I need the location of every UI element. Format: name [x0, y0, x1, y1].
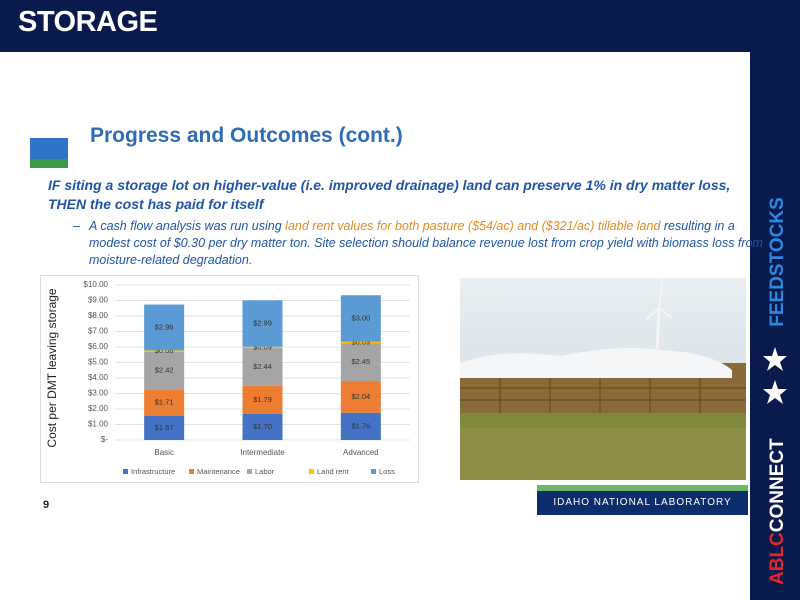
legend-label: Land rent [317, 467, 350, 476]
legend-swatch [189, 469, 194, 474]
value-label: $1.57 [155, 423, 174, 432]
value-label: $2.42 [155, 365, 174, 374]
value-label: $2.44 [253, 362, 272, 371]
x-tick-label: Intermediate [240, 448, 285, 457]
photo [460, 278, 746, 480]
y-tick-label: $4.00 [88, 373, 109, 382]
value-label: $2.45 [351, 357, 370, 366]
sidebar-text: FEEDSTOCKS ABLCCONNECT [763, 197, 788, 585]
value-label: $2.04 [351, 392, 370, 401]
x-tick-label: Advanced [343, 448, 379, 457]
bar-segment [340, 412, 381, 440]
bar-segment [144, 415, 185, 440]
bar-segment [242, 346, 283, 349]
y-tick-label: $- [101, 435, 108, 444]
y-tick-label: $1.00 [88, 420, 109, 429]
legend-label: Infrastructure [131, 467, 175, 476]
value-label: $1.76 [351, 421, 370, 430]
bar-segment [242, 300, 283, 347]
value-label: $0.09 [253, 342, 272, 351]
bar-segment [242, 348, 283, 386]
y-axis-title: Cost per DMT leaving storage [45, 288, 59, 448]
legend-label: Maintenance [197, 467, 240, 476]
bar-segment [340, 341, 381, 344]
value-label: $2.96 [155, 322, 174, 331]
legend-swatch [309, 469, 314, 474]
header-title: STORAGE [18, 6, 158, 38]
bar-segment [144, 351, 185, 390]
lead-text: IF siting a storage lot on higher-value … [48, 177, 731, 212]
header-band [0, 0, 750, 52]
y-tick-label: $2.00 [88, 404, 109, 413]
bar-segment [144, 350, 185, 352]
brand-a: ABLC [767, 532, 788, 585]
bullet-text: A cash flow analysis was run using [89, 219, 282, 233]
value-label: $2.99 [253, 319, 272, 328]
y-tick-label: $6.00 [88, 342, 109, 351]
footer-band [537, 485, 748, 515]
bar-segment [340, 343, 381, 382]
legend-label: Loss [379, 467, 395, 476]
y-tick-label: $8.00 [88, 311, 109, 320]
star [763, 347, 787, 371]
value-label: $1.79 [253, 395, 272, 404]
star [763, 380, 787, 404]
title-square [30, 138, 68, 168]
legend-label: Labor [255, 467, 275, 476]
legend-swatch [371, 469, 376, 474]
legend-swatch [123, 469, 128, 474]
x-tick-label: Basic [154, 448, 174, 457]
value-label: $3.00 [351, 313, 370, 322]
y-tick-label: $5.00 [88, 358, 109, 367]
section-label: FEEDSTOCKS [767, 197, 788, 327]
bar-segment [340, 381, 381, 413]
bar-segment [242, 385, 283, 414]
slide-title: Progress and Outcomes (cont.) [90, 124, 403, 147]
bullet-highlight: land rent values for both pasture ($54/a… [285, 219, 661, 233]
y-tick-label: $9.00 [88, 296, 109, 305]
value-label: $0.08 [155, 346, 174, 355]
legend-swatch [247, 469, 252, 474]
bullet: A cash flow analysis was run using land … [73, 218, 764, 269]
bar-segment [144, 304, 185, 351]
footer-label: IDAHO NATIONAL LABORATORY [553, 497, 732, 508]
sidebar [750, 0, 800, 600]
brand: ABLCCONNECT [767, 438, 788, 585]
bar-segment [144, 389, 185, 416]
bar-segment [340, 295, 381, 342]
y-tick-label: $7.00 [88, 327, 109, 336]
brand-b: CONNECT [767, 438, 788, 532]
bullet-text: resulting in a modest cost of $0.30 per … [89, 219, 763, 267]
value-label: $0.09 [351, 337, 370, 346]
value-label: $1.70 [253, 422, 272, 431]
y-tick-label: $3.00 [88, 389, 109, 398]
value-label: $1.71 [155, 397, 174, 406]
page-number: 9 [43, 499, 50, 511]
bar-segment [242, 413, 283, 440]
chart: Cost per DMT leaving storage $- $1.00 $2.0… [40, 275, 419, 483]
y-tick-label: $10.00 [84, 280, 109, 289]
